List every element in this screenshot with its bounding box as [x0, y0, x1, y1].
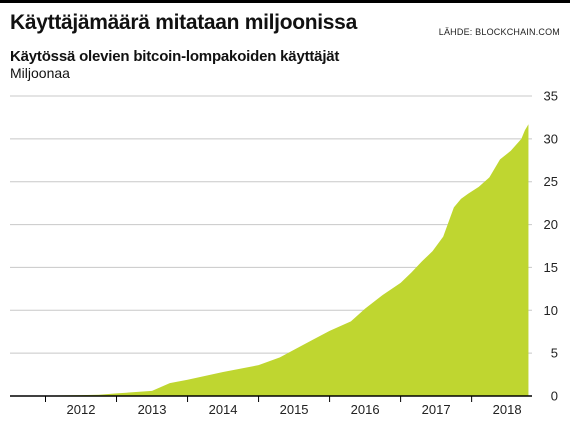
y-tick-label: 15	[544, 260, 558, 275]
top-rule	[0, 0, 570, 3]
chart-title: Käyttäjämäärä mitataan miljoonissa	[10, 11, 357, 34]
y-tick-label: 20	[544, 217, 558, 232]
y-tick-label: 10	[544, 303, 558, 318]
x-tick-label: 2012	[67, 402, 96, 417]
unit-label: Miljoonaa	[10, 65, 70, 81]
users-area	[10, 124, 529, 396]
y-tick-label: 5	[551, 346, 558, 361]
x-tick-label: 2016	[351, 402, 380, 417]
chart-subtitle: Käytössä olevien bitcoin-lompakoiden käy…	[10, 48, 340, 65]
source-label: LÄHDE: BLOCKCHAIN.COM	[438, 27, 560, 37]
y-tick-label: 30	[544, 131, 558, 146]
x-tick-label: 2014	[209, 402, 238, 417]
y-tick-label: 0	[551, 389, 558, 404]
y-tick-label: 35	[544, 89, 558, 104]
x-tick-label: 2015	[280, 402, 309, 417]
x-tick-label: 2013	[138, 402, 167, 417]
x-tick-label: 2018	[493, 402, 522, 417]
x-tick-label: 2017	[422, 402, 451, 417]
y-tick-label: 25	[544, 174, 558, 189]
